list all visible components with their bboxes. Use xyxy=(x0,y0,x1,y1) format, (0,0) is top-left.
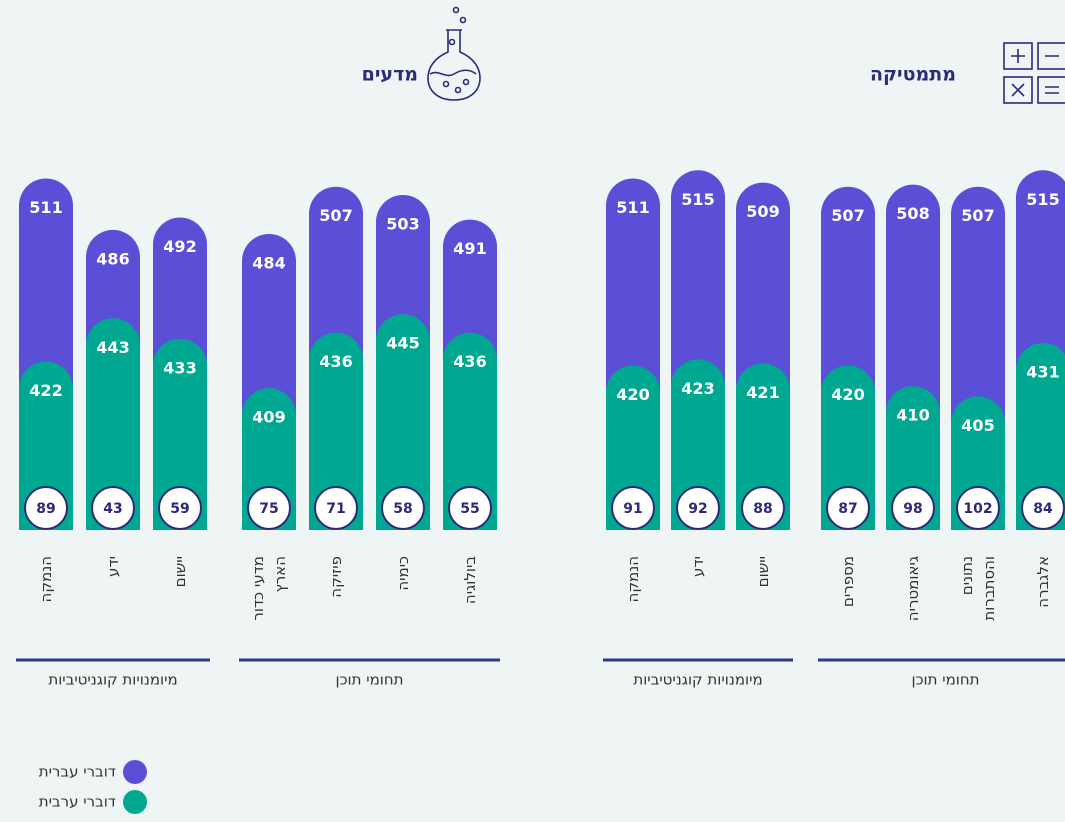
bar xyxy=(1016,342,1065,530)
value-label: 507 xyxy=(831,206,864,225)
legend-label: דוברי עברית xyxy=(39,763,116,781)
value-label: 423 xyxy=(681,379,714,398)
difference-circle xyxy=(741,486,785,530)
difference-label: 58 xyxy=(393,501,412,517)
group-label: מיומנויות קוגניטיביות xyxy=(633,671,762,689)
bar xyxy=(821,365,875,530)
difference-label: 59 xyxy=(170,501,189,517)
category-label: פיזיקה xyxy=(327,556,345,598)
category-label: כימיה xyxy=(394,556,412,591)
category-label: ביולוגיה xyxy=(461,556,479,604)
difference-circle xyxy=(891,486,935,530)
difference-circle xyxy=(91,486,135,530)
value-label: 507 xyxy=(961,206,994,225)
difference-label: 88 xyxy=(753,501,772,517)
value-label: 492 xyxy=(163,237,196,256)
category-label: גיאומטריה xyxy=(904,556,922,621)
difference-label: 75 xyxy=(259,501,278,517)
difference-label: 43 xyxy=(103,501,122,517)
bar xyxy=(86,318,140,530)
value-label: 410 xyxy=(896,406,929,425)
difference-circle xyxy=(1021,486,1065,530)
value-label: 436 xyxy=(319,352,352,371)
legend-label: דוברי ערבית xyxy=(39,793,116,811)
category-label: יישום xyxy=(171,556,189,587)
difference-circle xyxy=(158,486,202,530)
value-label: 409 xyxy=(252,408,285,427)
difference-circle xyxy=(448,486,492,530)
difference-label: 89 xyxy=(36,501,55,517)
value-label: 420 xyxy=(616,385,649,404)
bar xyxy=(671,359,725,530)
legend-swatch xyxy=(123,760,147,784)
difference-label: 98 xyxy=(903,501,922,517)
science-title: מדעים xyxy=(362,64,418,86)
difference-label: 71 xyxy=(326,501,345,517)
bar xyxy=(309,332,363,530)
difference-circle xyxy=(956,486,1000,530)
value-label: 515 xyxy=(1026,190,1059,209)
value-label: 443 xyxy=(96,338,129,357)
value-label: 486 xyxy=(96,249,129,268)
value-label: 515 xyxy=(681,190,714,209)
category-label: הנמקה xyxy=(37,556,55,602)
group-label: תחומי תוכן xyxy=(911,671,979,689)
difference-label: 92 xyxy=(688,501,707,517)
value-label: 431 xyxy=(1026,362,1059,381)
group-label: מיומנויות קוגניטיביות xyxy=(48,671,177,689)
value-label: 507 xyxy=(319,206,352,225)
group-label: תחומי תוכן xyxy=(335,671,403,689)
bar xyxy=(443,332,497,530)
value-label: 491 xyxy=(453,239,486,258)
value-label: 445 xyxy=(386,334,419,353)
difference-label: 84 xyxy=(1033,501,1053,517)
value-label: 503 xyxy=(386,214,419,233)
bar xyxy=(606,365,660,530)
value-label: 420 xyxy=(831,385,864,404)
difference-circle xyxy=(611,486,655,530)
difference-label: 87 xyxy=(838,501,857,517)
difference-circle xyxy=(247,486,291,530)
legend-swatch xyxy=(123,790,147,814)
math-icon xyxy=(1003,42,1065,104)
math-title: מתמטיקה xyxy=(870,64,956,86)
bar xyxy=(19,361,73,530)
difference-label: 102 xyxy=(963,501,992,517)
value-label: 422 xyxy=(29,381,62,400)
value-label: 511 xyxy=(616,198,649,217)
value-label: 436 xyxy=(453,352,486,371)
category-label: מדעי כדור הארץ xyxy=(249,556,289,621)
value-label: 508 xyxy=(896,204,929,223)
category-label: ידע xyxy=(689,556,707,577)
bar xyxy=(153,338,207,530)
value-label: 433 xyxy=(163,358,196,377)
category-label: יישום xyxy=(754,556,772,587)
category-label: ידע xyxy=(104,556,122,577)
difference-label: 91 xyxy=(623,501,642,517)
difference-circle xyxy=(676,486,720,530)
difference-label: 55 xyxy=(460,501,479,517)
value-label: 511 xyxy=(29,198,62,217)
category-label: מספרים xyxy=(839,556,857,607)
difference-circle xyxy=(314,486,358,530)
science-icon xyxy=(427,6,481,101)
category-label: אלגברה xyxy=(1034,556,1052,608)
difference-circle xyxy=(24,486,68,530)
bar xyxy=(376,314,430,530)
difference-circle xyxy=(381,486,425,530)
value-label: 421 xyxy=(746,383,779,402)
category-label: נתונים והסתברות xyxy=(958,556,998,621)
value-label: 484 xyxy=(252,254,285,273)
bar xyxy=(736,363,790,530)
value-label: 509 xyxy=(746,202,779,221)
difference-circle xyxy=(826,486,870,530)
category-label: הנמקה xyxy=(624,556,642,602)
value-label: 405 xyxy=(961,416,994,435)
